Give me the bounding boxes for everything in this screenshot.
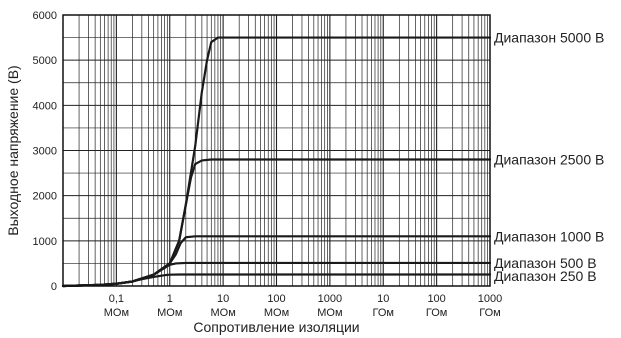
x-tick-unit: МОм	[104, 307, 129, 319]
x-tick-label: 10	[217, 293, 229, 305]
y-tick-label: 4000	[33, 100, 57, 112]
x-tick-label: 1000	[318, 293, 342, 305]
x-tick-unit: МОм	[317, 307, 342, 319]
x-tick-unit: ГОм	[426, 307, 447, 319]
y-tick-label: 6000	[33, 10, 57, 22]
series-label: Диапазон 2500 В	[494, 152, 604, 168]
x-tick-label: 100	[267, 293, 285, 305]
y-tick-labels: 0 1000 2000 3000 4000 5000 6000	[33, 10, 57, 293]
x-tick-label: 1	[167, 293, 173, 305]
y-tick-label: 0	[51, 281, 57, 293]
x-tick-label: 100	[427, 293, 445, 305]
series-label: Диапазон 5000 В	[494, 30, 604, 46]
x-tick-unit: ГОм	[479, 307, 500, 319]
x-tick-label: 1000	[478, 293, 502, 305]
x-tick-labels: 0,1 МОм 1 МОм 10 МОм 100 МОм 1000 МОм 10 ГОм 100 ГОм 1…	[104, 293, 503, 319]
x-tick-unit: ГОм	[373, 307, 394, 319]
y-axis-label: Выходное напряжение (В)	[5, 65, 21, 235]
y-tick-label: 5000	[33, 55, 57, 67]
x-tick-unit: МОм	[210, 307, 235, 319]
plot-area-frame	[62, 14, 491, 287]
series-labels: Диапазон 5000 В Диапазон 2500 В Диапазон 1…	[494, 30, 604, 284]
x-tick-label: 0,1	[109, 293, 124, 305]
y-tick-label: 1000	[33, 236, 57, 248]
series-label: Диапазон 250 В	[494, 268, 597, 284]
x-tick-unit: МОм	[264, 307, 289, 319]
series-label: Диапазон 1000 В	[494, 228, 604, 244]
series-line	[61, 273, 492, 288]
x-axis-label: Сопротивление изоляции	[193, 319, 359, 335]
x-tick-unit: МОм	[157, 307, 182, 319]
x-tick-label: 10	[377, 293, 389, 305]
y-tick-label: 3000	[33, 146, 57, 158]
series-label: Диапазон 500 В	[494, 255, 597, 271]
y-tick-label: 2000	[33, 191, 57, 203]
grid	[63, 15, 490, 286]
series-lines	[61, 36, 492, 288]
